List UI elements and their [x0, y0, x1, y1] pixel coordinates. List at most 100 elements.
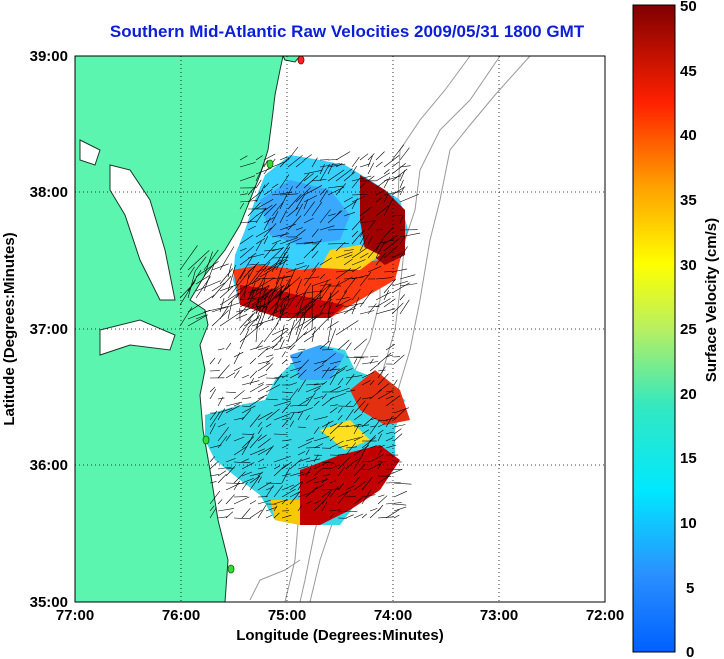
plot-frame: [74, 55, 606, 603]
velocity-vector: [329, 509, 341, 512]
velocity-vector: [367, 236, 373, 245]
velocity-vector: [281, 351, 286, 358]
velocity-vector: [297, 451, 306, 456]
velocity-vector: [241, 482, 248, 491]
velocity-vector: [369, 417, 377, 421]
velocity-vector: [353, 513, 364, 519]
velocity-vector: [239, 234, 254, 245]
velocity-vector: [375, 239, 394, 245]
velocity-vector: [313, 484, 325, 491]
velocity-vector: [369, 507, 382, 519]
velocity-vector: [233, 403, 240, 407]
velocity-vector: [281, 402, 292, 414]
velocity-vector: [321, 393, 327, 400]
velocity-vector: [241, 374, 250, 379]
velocity-vector: [247, 225, 256, 231]
velocity-vector: [195, 261, 219, 278]
velocity-vector: [359, 206, 372, 217]
velocity-vector: [271, 183, 279, 189]
velocity-vector: [367, 153, 375, 161]
velocity-vector: [263, 160, 268, 168]
velocity-vector: [287, 215, 302, 231]
velocity-vector: [361, 513, 367, 519]
velocity-vector: [225, 342, 232, 351]
velocity-vector: [295, 312, 304, 336]
velocity-vector: [313, 400, 320, 407]
velocity-vector: [209, 481, 217, 484]
velocity-vector: [239, 220, 257, 224]
velocity-vector: [247, 282, 256, 301]
velocity-vector: [327, 317, 333, 343]
velocity-vector: [391, 161, 400, 168]
velocity-vector: [369, 445, 377, 449]
velocity-vector: [303, 185, 323, 196]
velocity-vector: [289, 361, 301, 365]
velocity-vector: [375, 291, 392, 301]
velocity-vector: [217, 358, 222, 365]
velocity-vector: [251, 300, 273, 313]
velocity-vector: [369, 380, 375, 386]
y-tick-labels: 39:00 38:00 37:00 36:00 35:00: [30, 48, 68, 611]
colorbar-tick: 50: [680, 0, 697, 15]
velocity-vector: [265, 363, 273, 372]
velocity-vector: [327, 169, 345, 182]
velocity-vector: [335, 320, 359, 336]
velocity-vector: [399, 147, 410, 161]
velocity-vector: [351, 175, 372, 182]
velocity-vector: [311, 313, 313, 329]
velocity-vector: [239, 155, 248, 161]
velocity-vector: [313, 460, 331, 470]
velocity-vector: [265, 423, 272, 428]
velocity-vector: [297, 491, 315, 498]
colorbar-tick: 0: [686, 644, 694, 659]
velocity-vector: [319, 279, 329, 294]
velocity-vector: [343, 277, 363, 280]
velocity-vector: [345, 409, 354, 421]
velocity-vector: [279, 243, 291, 259]
velocity-vector: [289, 372, 300, 379]
velocity-vector: [271, 211, 279, 224]
velocity-vector: [359, 230, 365, 238]
velocity-vector: [351, 230, 359, 238]
colorbar: [632, 4, 676, 653]
velocity-vector: [391, 268, 408, 273]
velocity-vector: [263, 295, 271, 315]
velocity-vector: [217, 348, 225, 351]
velocity-vector: [255, 184, 266, 203]
velocity-vector: [377, 516, 395, 519]
velocity-vector: [265, 485, 274, 498]
velocity-vector: [337, 407, 343, 414]
velocity-vector: [297, 481, 304, 491]
velocity-vector: [233, 352, 241, 365]
velocity-vector: [375, 178, 388, 189]
velocity-vector: [289, 344, 296, 351]
velocity-vector: [295, 187, 311, 203]
velocity-vector: [351, 297, 360, 315]
velocity-vector: [227, 264, 236, 292]
velocity-vector: [297, 407, 314, 414]
velocity-vector: [335, 276, 353, 287]
velocity-vector: [217, 508, 234, 512]
velocity-vector: [369, 454, 384, 463]
velocity-vector: [359, 310, 375, 315]
velocity-vector: [263, 203, 277, 217]
velocity-vector: [257, 394, 268, 400]
velocity-vector: [351, 266, 362, 273]
velocity-vector: [233, 445, 248, 456]
velocity-vector: [361, 429, 370, 435]
velocity-vector: [385, 354, 394, 358]
velocity-vector: [195, 275, 210, 285]
velocity-vector: [383, 155, 400, 168]
velocity-vector: [367, 220, 376, 231]
velocity-vector: [377, 444, 385, 449]
velocity-vector: [303, 195, 318, 203]
velocity-vector: [279, 339, 285, 350]
velocity-vector: [391, 280, 409, 287]
velocity-vector: [369, 463, 381, 470]
velocity-vector: [263, 293, 267, 308]
velocity-vector: [209, 357, 216, 365]
velocity-vector: [203, 251, 213, 278]
velocity-vector: [337, 466, 345, 477]
velocity-vector: [311, 157, 318, 168]
